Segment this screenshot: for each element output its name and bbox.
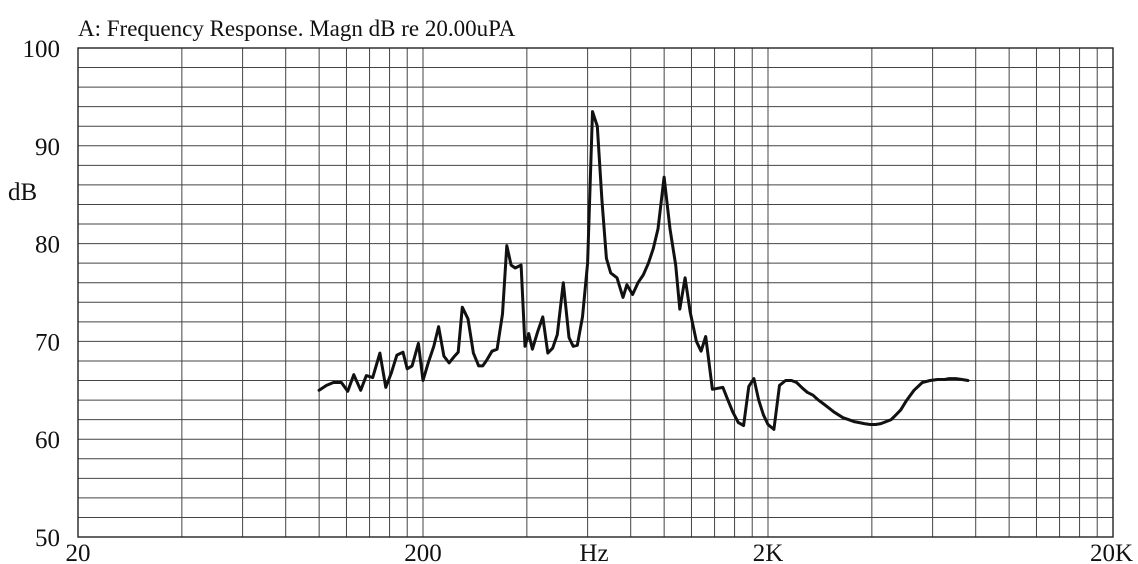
y-tick-label: 60 xyxy=(35,427,60,454)
series-line xyxy=(317,110,970,431)
x-tick-label: 20K xyxy=(1090,540,1133,564)
axis-ticks: 50 60 70 80 90 100 20 200 2K 20K xyxy=(23,36,1134,564)
y-tick-label: 90 xyxy=(35,134,60,161)
y-tick-label: 100 xyxy=(23,36,61,63)
x-tick-label: 200 xyxy=(404,540,442,564)
y-tick-label: 50 xyxy=(35,525,60,552)
grid-lines xyxy=(78,48,1113,537)
chart-title: A: Frequency Response. Magn dB re 20.00u… xyxy=(78,16,516,41)
x-tick-label: 20 xyxy=(66,540,91,564)
y-axis-label: dB xyxy=(8,179,37,206)
y-tick-label: 70 xyxy=(35,329,60,356)
x-tick-label: 2K xyxy=(753,540,784,564)
y-tick-label: 80 xyxy=(35,232,60,259)
series-group xyxy=(317,110,970,431)
x-axis-label: Hz xyxy=(579,540,608,564)
plot-frame xyxy=(77,47,1114,538)
